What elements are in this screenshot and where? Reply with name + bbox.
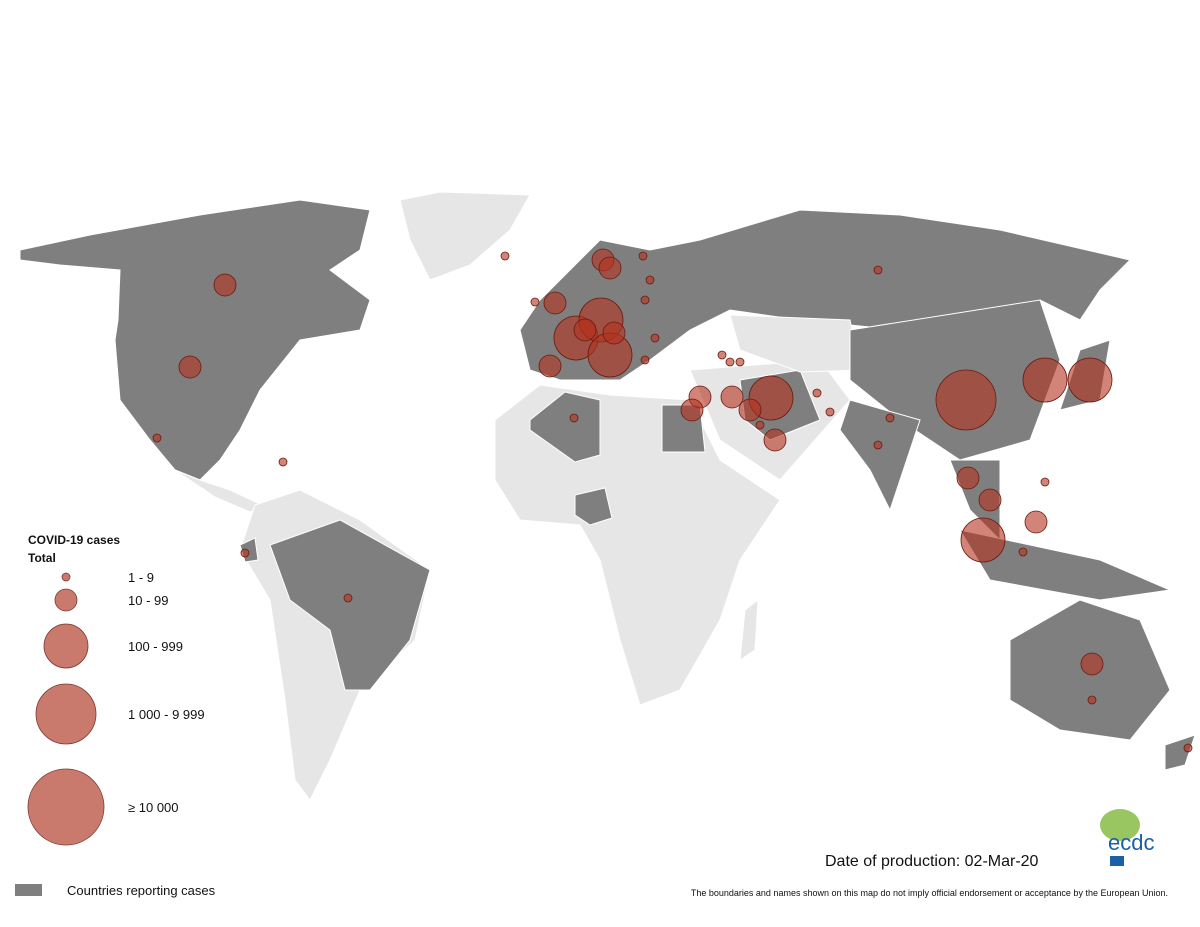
- case-bubbles: [152, 248, 1193, 753]
- case-bubble: [569, 413, 579, 423]
- legend-subtitle: Total: [28, 551, 56, 565]
- case-bubble: [1040, 477, 1050, 487]
- case-bubble: [1022, 357, 1068, 403]
- greenland: [399, 191, 531, 281]
- case-bubble: [1018, 547, 1028, 557]
- legend-title: COVID-19 cases: [28, 533, 120, 547]
- case-bubble: [680, 398, 704, 422]
- case-bubble: [638, 251, 648, 261]
- legend-label: 1 000 - 9 999: [128, 707, 205, 722]
- date-of-production: Date of production: 02-Mar-20: [825, 853, 1039, 870]
- legend-circle: [54, 588, 78, 612]
- case-bubble: [935, 369, 997, 431]
- logo: ecdc: [1100, 809, 1154, 866]
- disclaimer: The boundaries and names shown on this m…: [691, 888, 1168, 898]
- case-bubble: [725, 357, 735, 367]
- legend-circle: [27, 768, 105, 846]
- case-bubble: [873, 265, 883, 275]
- case-bubble: [645, 275, 655, 285]
- north-america: [19, 199, 371, 481]
- africa: [494, 384, 781, 706]
- case-bubble: [573, 318, 597, 342]
- legend-label: 100 - 999: [128, 639, 183, 654]
- case-bubble: [735, 357, 745, 367]
- legend-label: 1 - 9: [128, 570, 154, 585]
- case-bubble: [1067, 357, 1113, 403]
- case-bubble: [720, 385, 744, 409]
- case-bubble: [812, 388, 822, 398]
- legend-circle: [43, 623, 89, 669]
- case-bubble: [240, 548, 250, 558]
- case-bubble: [500, 251, 510, 261]
- case-bubble: [738, 398, 762, 422]
- case-bubble: [755, 420, 765, 430]
- central-asia: [729, 314, 861, 373]
- algeria: [529, 391, 601, 463]
- case-bubble: [1183, 743, 1193, 753]
- india: [839, 399, 921, 512]
- brazil: [269, 519, 431, 691]
- legend-swatch: [15, 884, 42, 896]
- case-bubble: [1080, 652, 1104, 676]
- case-bubble: [602, 321, 626, 345]
- new-zealand: [1164, 734, 1196, 771]
- case-bubble: [717, 350, 727, 360]
- nigeria: [574, 487, 613, 526]
- legend-label: ≥ 10 000: [128, 800, 179, 815]
- case-bubble: [343, 593, 353, 603]
- legend-circle: [35, 683, 97, 745]
- case-bubble: [278, 457, 288, 467]
- case-bubble: [152, 433, 162, 443]
- case-bubble: [538, 354, 562, 378]
- case-bubble: [956, 466, 980, 490]
- madagascar: [739, 598, 759, 662]
- logo-text: ecdc: [1108, 830, 1154, 855]
- case-bubble: [543, 291, 567, 315]
- case-bubble: [640, 295, 650, 305]
- legend-circle: [61, 572, 71, 582]
- case-bubble: [825, 407, 835, 417]
- case-bubble: [1087, 695, 1097, 705]
- central-america: [174, 469, 264, 513]
- case-bubble: [960, 517, 1006, 563]
- case-bubble: [178, 355, 202, 379]
- europe-russia: [519, 209, 1131, 381]
- legend-label: 10 - 99: [128, 593, 168, 608]
- case-bubble: [640, 355, 650, 365]
- indonesia: [958, 529, 1172, 601]
- case-bubble: [650, 333, 660, 343]
- case-bubble: [530, 297, 540, 307]
- case-bubble: [885, 413, 895, 423]
- case-bubble: [978, 488, 1002, 512]
- case-bubble: [598, 256, 622, 280]
- case-bubble: [873, 440, 883, 450]
- case-bubble: [763, 428, 787, 452]
- legend: 1 - 9 10 - 99 100 - 999 1 000 - 9 999 ≥ 10 0…: [27, 570, 205, 846]
- case-bubble: [213, 273, 237, 297]
- legend-reporting: Countries reporting cases: [67, 883, 216, 898]
- case-bubble: [1024, 510, 1048, 534]
